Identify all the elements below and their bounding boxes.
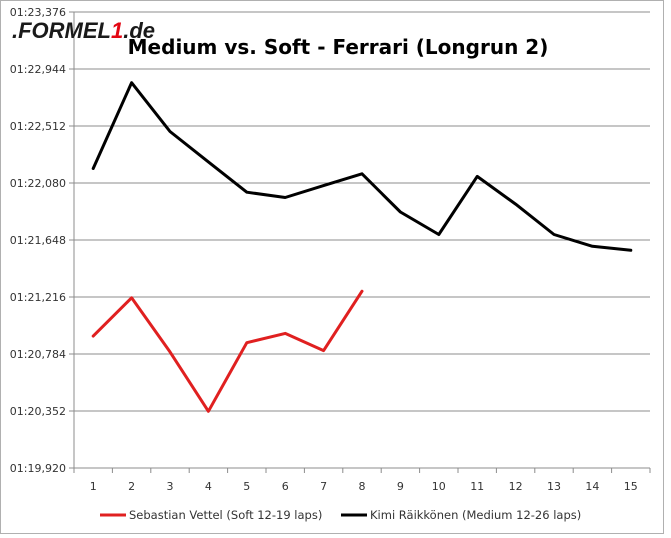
y-tick-label: 01:19,920 (10, 462, 66, 475)
x-tick-labels: 1 2 3 4 5 6 7 8 9 10 11 12 13 14 15 (90, 480, 638, 493)
legend-label-raikkonen: Kimi Räikkönen (Medium 12-26 laps) (370, 508, 581, 522)
x-tick-label: 11 (470, 480, 484, 493)
legend-label-vettel: Sebastian Vettel (Soft 12-19 laps) (129, 508, 322, 522)
x-tick-label: 9 (397, 480, 404, 493)
chart-title: Medium vs. Soft - Ferrari (Longrun 2) (128, 35, 549, 59)
x-tick-label: 13 (547, 480, 561, 493)
x-tick-label: 5 (243, 480, 250, 493)
series-line-vettel (91, 289, 364, 413)
y-tick-label: 01:22,944 (10, 63, 66, 76)
axis-layer (69, 11, 651, 473)
y-tick-label: 01:23,376 (10, 6, 66, 19)
x-tick-label: 3 (167, 480, 174, 493)
x-tick-label: 14 (585, 480, 599, 493)
logo-prefix: .FORMEL (12, 18, 111, 43)
x-tick-label: 7 (320, 480, 327, 493)
x-tick-label: 6 (282, 480, 289, 493)
series-layer (91, 81, 633, 413)
y-tick-label: 01:21,216 (10, 291, 66, 304)
logo-digit: 1 (111, 18, 123, 43)
y-tick-label: 01:21,648 (10, 234, 66, 247)
x-tick-label: 8 (359, 480, 366, 493)
x-tick-label: 10 (432, 480, 446, 493)
series-line-raikkonen (91, 81, 633, 252)
y-tick-label: 01:20,784 (10, 348, 66, 361)
x-tick-label: 15 (624, 480, 638, 493)
x-tick-label: 1 (90, 480, 97, 493)
y-tick-label: 01:22,080 (10, 177, 66, 190)
formel1-logo: .FORMEL1.de (12, 18, 155, 43)
legend: Sebastian Vettel (Soft 12-19 laps) Kimi … (100, 508, 581, 522)
logo-suffix: .de (123, 18, 155, 43)
y-tick-labels: 01:19,920 01:20,352 01:20,784 01:21,216 01:2… (10, 6, 66, 475)
x-tick-label: 2 (128, 480, 135, 493)
y-tick-label: 01:20,352 (10, 405, 66, 418)
x-tick-label: 12 (509, 480, 523, 493)
y-tick-label: 01:22,512 (10, 120, 66, 133)
x-tick-label: 4 (205, 480, 212, 493)
